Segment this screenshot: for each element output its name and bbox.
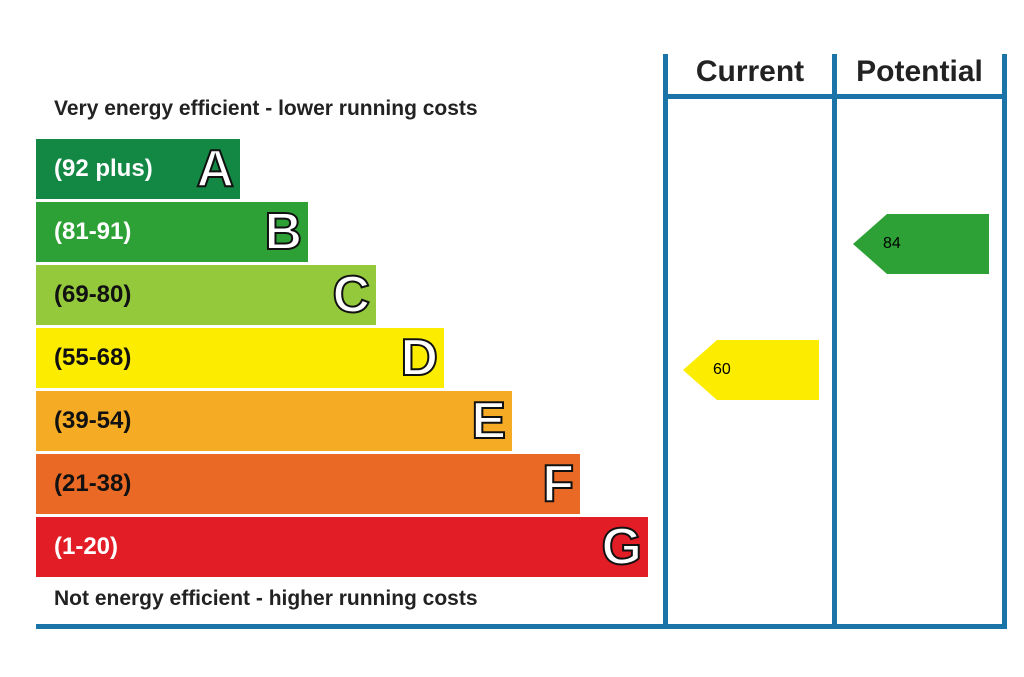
band-range-label: (92 plus) [54,155,153,182]
column-header-potential: Potential [856,55,983,88]
band-range-label: (81-91) [54,218,132,245]
rating-arrow-shape [683,340,819,400]
band-letter: B [263,202,303,262]
top-caption: Very energy efficient - lower running co… [54,97,478,120]
band-f: (21-38) F [36,454,580,514]
band-range-label: (39-54) [54,407,132,434]
rating-arrow-current [683,340,819,400]
rating-arrow-shape [853,214,989,274]
band-a: (92 plus) A [36,139,240,199]
rating-value-potential: 84 [883,235,901,252]
band-range-label: (21-38) [54,470,132,497]
column-header-current: Current [695,55,805,88]
band-letter: A [195,139,235,199]
band-d: (55-68) D [36,328,444,388]
band-range-label: (55-68) [54,344,132,371]
band-c: (69-80) C [36,265,376,325]
band-letter: F [541,454,575,514]
bottom-caption: Not energy efficient - higher running co… [54,587,478,610]
bottom-frame-line [36,624,1007,629]
frame-line-middle [832,54,837,628]
band-range-label: (69-80) [54,281,132,308]
rating-value-current: 60 [713,361,731,378]
band-letter: G [601,517,643,577]
band-g: (1-20) G [36,517,648,577]
frame-line-left [663,54,668,628]
header-divider-line [663,94,1007,99]
band-b: (81-91) B [36,202,308,262]
band-e: (39-54) E [36,391,512,451]
band-letter: D [399,328,439,388]
rating-arrow-potential [853,214,989,274]
band-letter: E [470,391,507,451]
band-letter: C [331,265,371,325]
frame-line-right [1002,54,1007,628]
band-range-label: (1-20) [54,533,119,560]
